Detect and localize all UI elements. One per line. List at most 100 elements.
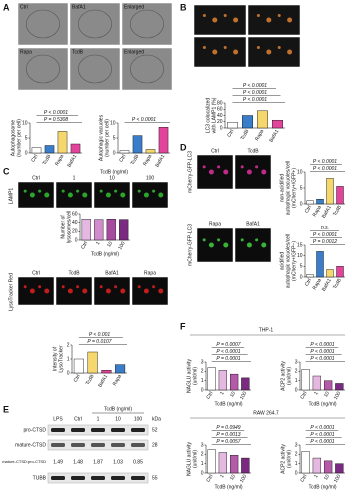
cell-signal [202,14,206,17]
image-label: Ctrl [20,4,28,10]
cell-signal [223,242,229,248]
y-tick-label: 80 [217,100,223,106]
y-tick-label: 20 [72,229,78,235]
cell-signal [287,17,293,23]
y-axis-label: lysosomes/cell [66,211,72,244]
y-tick-label: 0 [300,201,303,207]
lane-label: 1 [97,416,100,422]
cell-signal [223,14,227,17]
image-label: BafA1 [246,221,260,227]
x-tick-label: Rapa [312,277,323,291]
cell-outline [78,9,112,39]
cell-signal [240,238,244,242]
bar [323,380,333,391]
cell-signal [143,192,149,198]
x-tick-label: Ctrl [80,241,89,251]
cell-signal [44,192,50,198]
bar [207,367,216,391]
cell-signal [152,285,156,289]
p-value: P < 0.0001 [44,110,68,116]
cell-signal [38,285,42,289]
cell-signal [137,189,141,193]
band [71,443,85,447]
cell-outline [130,54,164,84]
y-tick-label: 0 [25,150,28,156]
y-axis-label: NAGLU activity [186,359,192,393]
x-axis-label: TcdB (ng/ml) [308,484,336,490]
ratio-label: mature-CTSD:pro-CTSD [2,459,46,464]
cell-signal [266,17,272,23]
x-tick-label: Ctrl [299,391,308,401]
stain-label: mCherry-GFP-LC3 [187,224,193,266]
cell-signal [38,189,42,193]
bar [306,200,314,205]
y-tick-label: 5 [25,135,28,141]
image-label: TcdB [250,6,262,12]
image-label: Ctrl [32,270,40,276]
y-tick-label: 10 [297,253,303,259]
x-tick-label: Ctrl [205,391,214,401]
x-tick-label: TcdB [240,128,251,141]
y-axis-label: autophagic vacuoles/cell [285,234,291,288]
x-tick-label: BafA1 [97,373,109,388]
y-tick-label: 2 [295,369,298,375]
blot-title: TcdB (ng/ml) [104,406,132,412]
y-tick-label: 1 [201,378,204,384]
x-tick-label: 10 [229,390,237,398]
cell-signal [240,165,244,169]
band [91,443,105,447]
y-axis-label: (unit/ml) [286,367,292,385]
image-label: 1 [73,175,76,181]
cell-signal [246,242,252,248]
stain-label: LysoTracker Red [8,273,14,311]
p-value: P = 0.0107 [87,339,111,345]
cell-signal [29,288,35,294]
cell-signal [246,169,252,175]
y-tick-label: 0 [75,237,78,243]
p-value: P < 0.0001 [313,166,337,172]
lane-label: 10 [115,416,121,422]
band [131,428,145,432]
cell-signal [202,238,206,242]
y-tick-label: 2 [201,452,204,458]
y-axis-label: autophagic vacuoles/cell [285,161,291,215]
y-tick-label: 1 [201,461,204,467]
x-tick-label: Ctrl [205,474,214,484]
x-tick-label: 1 [313,473,320,479]
y-axis-label: acidified [279,252,285,271]
cell-signal [143,288,149,294]
bar [336,186,344,205]
x-axis-label: TcdB (ng/ml) [308,401,336,407]
image-label: Rapa [144,270,156,276]
cell-signal [261,169,267,175]
bar [312,457,322,474]
cell-signal [44,288,50,294]
cell-signal [217,238,221,242]
y-tick-label: 60 [217,107,223,113]
bar [326,269,334,278]
image-label: 10 [109,175,115,181]
bar [242,115,253,129]
bar [336,266,344,278]
p-value: P < 0.0001 [313,159,337,165]
cell-signal [217,165,221,169]
bar [158,126,169,154]
cell-signal [212,49,218,55]
cell-signal [261,242,267,248]
x-tick-label: Rapa [142,153,153,167]
cell-signal [29,192,35,198]
x-tick-label: 1 [313,390,320,396]
x-tick-label: TcdB [332,277,343,290]
blot-row-label: mature-CTSD [15,442,46,448]
p-value: P < 0.0001 [216,349,240,355]
y-axis-label: Intensity of [52,346,58,371]
y-tick-label: 0 [220,125,223,131]
bar [119,150,130,154]
bar [207,449,216,474]
cell-signal [256,14,260,17]
bar [241,457,250,474]
p-value: P = 0.0012 [313,239,337,245]
cell-signal [82,288,88,294]
y-tick-label: 15 [297,242,303,248]
p-value: P < 0.0001 [313,232,337,238]
